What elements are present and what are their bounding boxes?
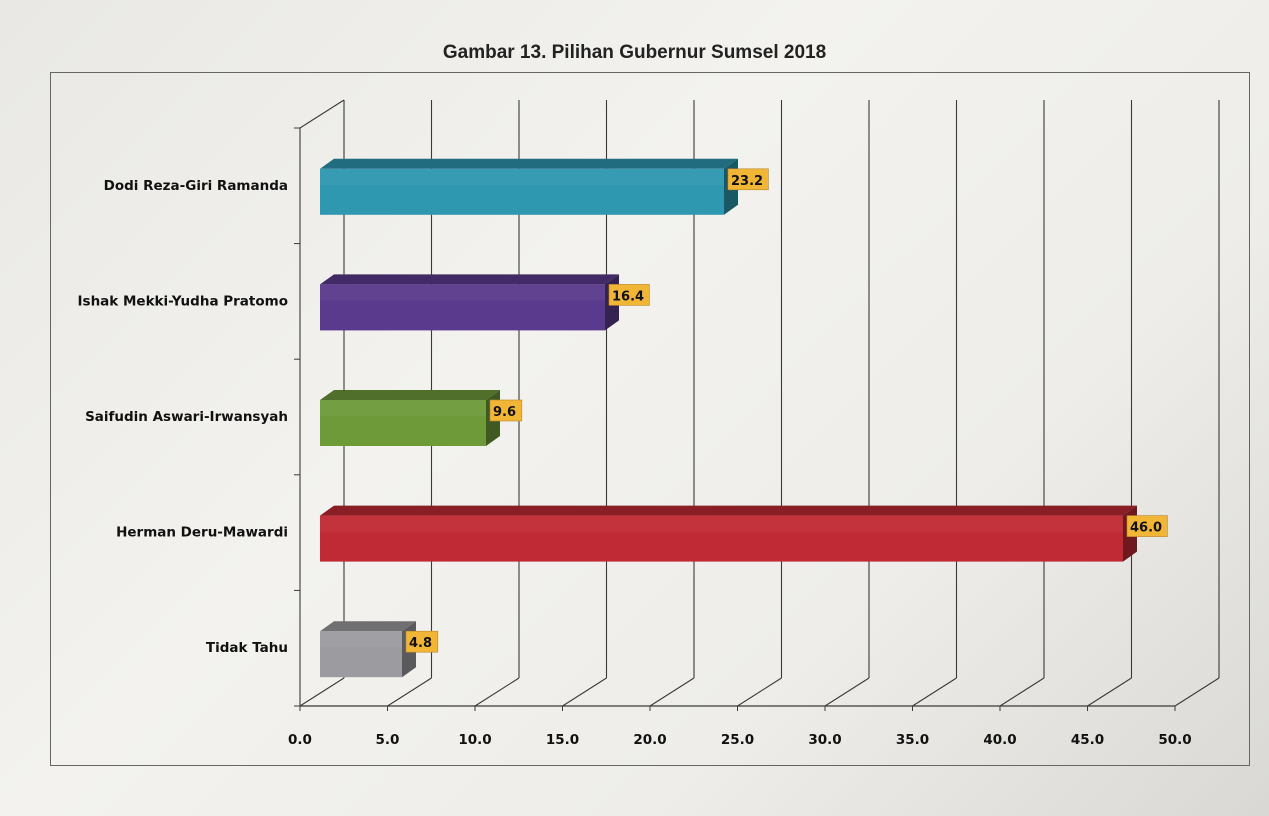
bar-top-face [320, 274, 619, 285]
value-label-box [1126, 515, 1168, 537]
x-tick-label: 35.0 [896, 732, 929, 748]
x-tick-label: 20.0 [633, 732, 666, 748]
x-tick-label: 5.0 [376, 732, 400, 748]
bar-highlight [320, 515, 1123, 532]
x-tick-label: 30.0 [808, 732, 841, 748]
floor-gridline [824, 677, 870, 707]
chart-title: Gambar 13. Pilihan Gubernur Sumsel 2018 [442, 42, 827, 63]
value-label: 16.4 [612, 289, 644, 304]
floor-gridline [562, 677, 607, 707]
value-label-box [608, 284, 650, 306]
value-label-box [727, 168, 769, 191]
value-label: 46.0 [1130, 521, 1162, 536]
floor-gridline [737, 677, 782, 707]
x-tick-label: 50.0 [1158, 732, 1191, 748]
bar-top-face [320, 505, 1137, 516]
bar-highlight [320, 168, 724, 185]
floor-gridline [1087, 677, 1132, 707]
x-tick-label: 40.0 [983, 732, 1016, 748]
bar-highlight [320, 631, 402, 648]
chart-frame [50, 72, 1250, 766]
x-tick-label: 10.0 [458, 732, 491, 748]
value-label: 9.6 [493, 405, 516, 420]
bar-top-face [320, 621, 416, 632]
x-tick-label: 0.0 [288, 732, 312, 748]
value-label: 23.2 [731, 174, 763, 189]
bar [320, 400, 486, 446]
value-label-box [405, 630, 439, 653]
bar-highlight [320, 400, 486, 417]
category-label: Saifudin Aswari-Irwansyah [85, 409, 288, 425]
floor-gridline [999, 677, 1045, 707]
x-tick-label: 15.0 [546, 732, 579, 748]
category-label: Dodi Reza-Giri Ramanda [104, 178, 288, 194]
x-tick-label: 25.0 [721, 732, 754, 748]
x-tick-label: 45.0 [1071, 732, 1104, 748]
value-label-box [489, 399, 523, 422]
category-label: Herman Deru-Mawardi [116, 525, 288, 541]
category-label: Ishak Mekki-Yudha Pratomo [78, 293, 288, 309]
bar [320, 631, 402, 678]
floor-gridline [474, 677, 520, 707]
floor-gridline [912, 677, 957, 707]
category-label: Tidak Tahu [206, 640, 288, 656]
bar [320, 284, 605, 331]
floor-gridline [387, 677, 432, 707]
y-axis-top-edge [299, 99, 345, 129]
bar [320, 168, 724, 215]
floor-gridline [1174, 677, 1220, 707]
bar-top-face [320, 390, 500, 400]
floor-gridline [649, 677, 695, 707]
value-label: 4.8 [409, 636, 432, 651]
bar-highlight [320, 284, 605, 301]
bar-top-face [320, 158, 738, 169]
floor-gridline [299, 677, 345, 707]
bar [320, 515, 1123, 562]
